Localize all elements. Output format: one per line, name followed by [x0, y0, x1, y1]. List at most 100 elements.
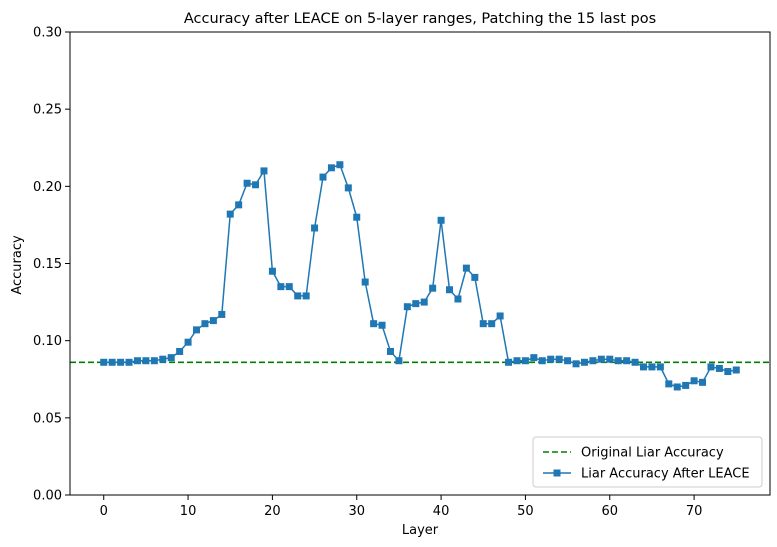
data-point: [100, 358, 108, 366]
data-point: [597, 355, 605, 363]
data-point: [319, 173, 327, 181]
data-point: [724, 368, 732, 376]
data-point: [235, 201, 243, 209]
data-point: [403, 303, 411, 311]
y-axis-label: Accuracy: [10, 235, 25, 295]
data-point: [117, 358, 125, 366]
data-point: [732, 366, 740, 374]
data-point: [142, 357, 150, 365]
data-point: [386, 347, 394, 355]
data-point: [353, 213, 361, 221]
data-point: [412, 300, 420, 308]
data-point: [420, 298, 428, 306]
data-point: [209, 317, 217, 325]
data-point: [530, 354, 538, 362]
data-point: [378, 321, 386, 329]
y-axis: 0.00 0.05 0.10 0.15 0.20 0.25 0.30: [33, 26, 70, 504]
x-tick-label: 10: [180, 504, 197, 519]
x-tick-label: 60: [601, 504, 618, 519]
data-point: [631, 358, 639, 366]
data-point: [555, 355, 563, 363]
data-point: [471, 273, 479, 281]
data-point: [589, 357, 597, 365]
data-point: [673, 383, 681, 391]
data-point: [682, 381, 690, 389]
data-point: [167, 354, 175, 362]
data-point: [606, 355, 614, 363]
x-tick-label: 20: [264, 504, 281, 519]
chart-title: Accuracy after LEACE on 5-layer ranges, …: [184, 11, 656, 27]
axes-frame: [69, 31, 771, 496]
y-tick-label: 0.05: [33, 411, 62, 426]
legend-label-reference: Original Liar Accuracy: [581, 446, 724, 461]
data-point: [361, 278, 369, 286]
data-point: [226, 210, 234, 218]
y-tick-label: 0.25: [33, 103, 62, 118]
legend-box: [532, 436, 763, 488]
data-point: [252, 181, 260, 189]
data-point: [159, 355, 167, 363]
data-point: [505, 358, 513, 366]
data-point: [133, 357, 141, 365]
x-tick-label: 30: [348, 504, 365, 519]
data-point: [454, 295, 462, 303]
data-point: [125, 358, 133, 366]
data-point: [690, 377, 698, 385]
data-point: [547, 355, 555, 363]
data-point: [260, 167, 268, 175]
data-point: [479, 320, 487, 328]
data-point: [344, 184, 352, 192]
data-point: [395, 357, 403, 365]
x-tick-label: 40: [433, 504, 450, 519]
data-point: [513, 357, 521, 365]
data-point: [707, 363, 715, 371]
data-point: [639, 363, 647, 371]
data-point: [184, 338, 192, 346]
data-point: [336, 161, 344, 169]
data-point: [648, 363, 656, 371]
x-tick-label: 70: [686, 504, 703, 519]
data-point: [285, 283, 293, 291]
y-tick-label: 0.00: [33, 489, 62, 504]
data-point: [327, 164, 335, 172]
data-point: [150, 357, 158, 365]
data-point: [699, 378, 707, 386]
legend: Original Liar Accuracy Liar Accuracy Afte…: [532, 436, 763, 488]
legend-label-series: Liar Accuracy After LEACE: [581, 467, 750, 482]
legend-swatch-series-marker: [553, 469, 561, 477]
data-point: [193, 326, 201, 334]
data-point: [370, 320, 378, 328]
y-tick-label: 0.15: [33, 257, 62, 272]
x-axis: 0 10 20 30 40 50 60 70: [100, 495, 703, 519]
data-point: [277, 283, 285, 291]
data-point: [201, 320, 209, 328]
y-tick-label: 0.20: [33, 180, 62, 195]
data-point: [521, 357, 529, 365]
data-point: [488, 320, 496, 328]
data-point: [462, 264, 470, 272]
data-point: [311, 224, 319, 232]
data-point: [429, 284, 437, 292]
data-point: [176, 347, 184, 355]
series-line: [103, 163, 737, 388]
data-point: [614, 357, 622, 365]
data-point: [715, 364, 723, 372]
data-point: [446, 286, 454, 294]
x-tick-label: 50: [517, 504, 534, 519]
y-tick-label: 0.10: [33, 334, 62, 349]
plot-area: [69, 31, 771, 496]
x-tick-label: 0: [100, 504, 108, 519]
y-tick-label: 0.30: [33, 26, 62, 41]
x-axis-label: Layer: [402, 523, 439, 538]
data-point: [243, 179, 251, 187]
data-point: [656, 363, 664, 371]
data-point: [294, 292, 302, 300]
data-point: [108, 358, 116, 366]
data-point: [496, 312, 504, 320]
data-point: [623, 357, 631, 365]
data-point: [538, 357, 546, 365]
data-point: [665, 380, 673, 388]
data-point: [564, 357, 572, 365]
data-point: [218, 310, 226, 318]
